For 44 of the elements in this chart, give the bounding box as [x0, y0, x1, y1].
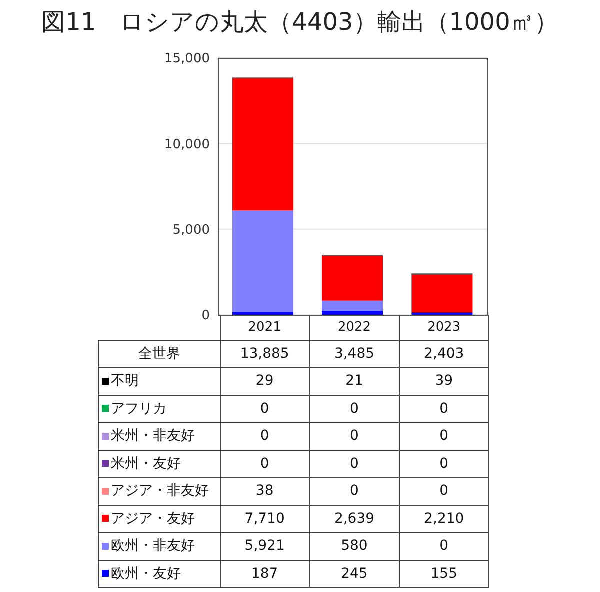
data-label: 580 — [310, 532, 400, 560]
x-tick-label: 2023 — [399, 315, 489, 340]
data-label: 0 — [310, 422, 400, 450]
data-label: 155 — [399, 560, 489, 588]
legend-label: アジア・非友好 — [111, 483, 209, 500]
data-label: 0 — [399, 450, 489, 478]
data-label: 245 — [310, 560, 400, 588]
total-label: 13,885 — [220, 340, 310, 368]
data-label: 0 — [399, 478, 489, 505]
data-label: 0 — [220, 422, 310, 450]
legend-label: 米州・非友好 — [111, 428, 195, 444]
legend-label: アジア・友好 — [111, 510, 195, 527]
data-label: 187 — [220, 560, 310, 588]
legend-label: アフリカ — [111, 400, 167, 417]
data-label: 2,210 — [399, 505, 489, 532]
data-label: 29 — [220, 368, 310, 395]
data-label: 0 — [399, 395, 489, 422]
x-tick-label: 2021 — [220, 315, 310, 340]
data-label: 0 — [310, 450, 400, 478]
y-tick-label: 0 — [202, 308, 210, 324]
data-label: 2,639 — [310, 505, 400, 532]
y-tick-label: 10,000 — [164, 137, 210, 152]
data-label: 39 — [399, 368, 489, 395]
data-label: 0 — [310, 478, 400, 505]
total-label: 2,403 — [399, 340, 489, 368]
legend-label: 米州・友好 — [111, 456, 181, 472]
data-label: 0 — [399, 422, 489, 450]
data-label: 0 — [310, 395, 400, 422]
data-label: 0 — [220, 395, 310, 422]
legend-label: 不明 — [111, 373, 139, 390]
data-label: 0 — [399, 532, 489, 560]
legend-label: 欧州・非友好 — [111, 538, 195, 554]
text: 全世界 — [98, 340, 220, 368]
data-label: 7,710 — [220, 505, 310, 532]
data-label: 0 — [220, 450, 310, 478]
y-tick-label: 5,000 — [172, 222, 210, 238]
legend-label: 欧州・友好 — [111, 566, 181, 582]
data-label: 21 — [310, 368, 400, 395]
total-label: 3,485 — [310, 340, 400, 368]
data-label: 5,921 — [220, 532, 310, 560]
y-tick-label: 15,000 — [164, 52, 210, 67]
data-label: 38 — [220, 478, 310, 505]
chart-title: 図11 ロシアの丸太（4403）輸出（1000㎥） — [40, 7, 560, 38]
x-tick-label: 2022 — [310, 315, 400, 340]
